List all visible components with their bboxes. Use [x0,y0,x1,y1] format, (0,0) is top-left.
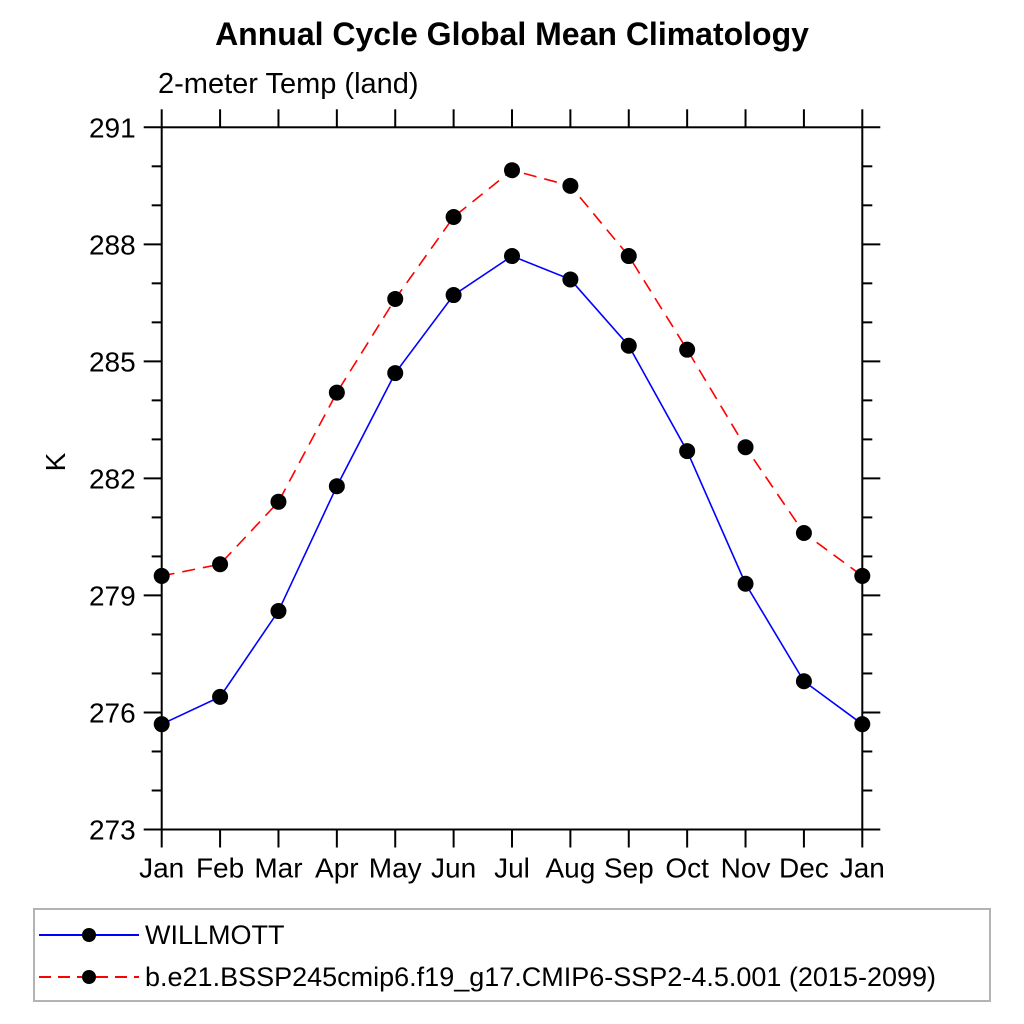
series-line-0 [161,255,863,725]
data-point-marker [387,290,404,307]
x-tick-label: Oct [665,853,709,884]
x-tick-label: Jun [431,853,476,884]
y-tick-label: 279 [89,580,136,611]
data-point-marker [679,443,696,460]
y-tick-label: 288 [89,229,136,260]
chart-subtitle: 2-meter Temp (land) [158,68,419,100]
data-point-marker [445,287,462,304]
data-point-marker [445,209,462,226]
legend-marker [82,970,96,984]
x-tick-label: Dec [779,853,829,884]
data-point-marker [562,271,579,288]
data-point-marker [328,478,345,495]
data-point-marker [795,525,812,542]
x-tick-label: Jul [494,853,530,884]
x-tick-label: May [369,853,422,884]
legend-entry-model: b.e21.BSSP245cmip6.f19_g17.CMIP6-SSP2-4.… [39,961,937,992]
data-point-marker [270,603,287,620]
data-point-marker [212,556,229,573]
legend-line-sample-icon [39,928,139,942]
plot-box [160,126,864,831]
legend-entry-willmott: WILLMOTT [39,919,285,950]
legend-marker [82,928,96,942]
legend-label: WILLMOTT [145,919,285,950]
x-tick-label: Aug [545,853,595,884]
data-point-marker [795,673,812,690]
data-point-marker [854,716,871,733]
data-point-marker [387,365,404,382]
x-tick-label: Jan [840,853,885,884]
x-tick-label: Sep [604,853,654,884]
y-tick-label: 285 [89,346,136,377]
data-point-marker [270,493,287,510]
y-tick-label: 273 [89,815,136,846]
y-tick-label: 282 [89,463,136,494]
data-point-marker [153,567,170,584]
x-tick-label: Mar [254,853,302,884]
data-point-marker [620,248,637,265]
series-line-1 [161,169,863,577]
y-tick-label: 291 [89,112,136,143]
y-tick-label: 276 [89,697,136,728]
y-axis-label: K [40,452,71,471]
data-point-marker [737,439,754,456]
data-point-marker [854,567,871,584]
x-tick-label: Nov [721,853,771,884]
legend-label: b.e21.BSSP245cmip6.f19_g17.CMIP6-SSP2-4.… [145,961,937,992]
data-point-marker [679,341,696,358]
data-point-marker [620,337,637,354]
x-tick-label: Apr [315,853,359,884]
data-point-marker [504,248,520,265]
data-point-marker [562,177,579,194]
x-tick-label: Jan [139,853,184,884]
legend-line-sample-icon [39,970,139,984]
data-point-marker [328,384,345,401]
data-point-marker [153,716,170,733]
data-point-marker [212,688,229,705]
legend: WILLMOTT b.e21.BSSP245cmip6.f19_g17.CMIP… [33,908,991,1002]
x-tick-label: Feb [196,853,244,884]
data-point-marker [504,162,520,179]
data-point-marker [737,575,754,592]
chart-title: Annual Cycle Global Mean Climatology [215,16,809,52]
